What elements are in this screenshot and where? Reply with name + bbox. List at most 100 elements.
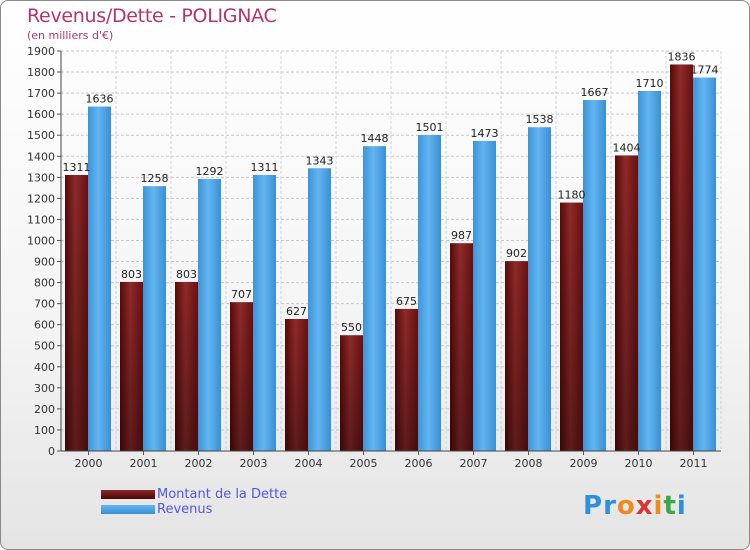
y-tick-label: 1900 (27, 45, 55, 58)
x-tick-label: 2004 (295, 457, 323, 470)
x-tick-label: 2007 (460, 457, 488, 470)
y-tick-label: 1100 (27, 213, 55, 226)
bar-revenus-2005 (363, 146, 386, 451)
chart-subtitle: (en milliers d'€) (27, 29, 114, 42)
x-tick-label: 2010 (625, 457, 653, 470)
data-label-revenus: 1538 (526, 113, 554, 126)
data-label-debt: 1836 (668, 50, 696, 63)
bar-revenus-2007 (473, 140, 496, 452)
bar-debt-shade (230, 302, 253, 451)
y-tick-label: 400 (34, 361, 55, 374)
y-tick-label: 1000 (27, 234, 55, 247)
data-label-revenus: 1473 (471, 127, 499, 140)
x-tick-label: 2008 (515, 457, 543, 470)
logo-letter: o (616, 491, 636, 521)
chart-title: Revenus/Dette - POLIGNAC (27, 5, 277, 27)
axes: 0 100 200 300 400 500 600 700 800 900 1000 1100 1200… (27, 45, 721, 470)
data-label-revenus: 1343 (306, 154, 334, 167)
data-label-revenus: 1636 (86, 93, 114, 106)
data-label-debt: 902 (506, 247, 527, 260)
bar-debt-shade (395, 308, 418, 451)
x-tick-label: 2009 (570, 457, 598, 470)
x-tick-label: 2011 (680, 457, 708, 470)
data-label-debt: 987 (451, 229, 472, 242)
grid (60, 50, 722, 452)
y-tick-label: 1400 (27, 150, 55, 163)
logo-letter: x (635, 491, 654, 521)
y-tick-label: 700 (34, 298, 55, 311)
data-label-revenus: 1667 (581, 86, 609, 99)
y-tick-label: 0 (48, 445, 55, 458)
bar-debt-shade (175, 281, 198, 451)
legend-label-debt: Montant de la Dette (157, 486, 288, 502)
bar-revenus-2008 (528, 127, 551, 452)
bar-revenus-2010 (638, 91, 661, 451)
x-tick-label: 2000 (75, 457, 103, 470)
bar-revenus-2002 (198, 179, 221, 451)
y-tick-label: 900 (34, 256, 55, 269)
y-tick-label: 1200 (27, 192, 55, 205)
bar-revenus-2011 (693, 77, 716, 452)
legend-label-revenus: Revenus (157, 501, 213, 517)
y-tick-label: 1300 (27, 171, 55, 184)
data-label-revenus: 1292 (196, 165, 224, 178)
data-label-revenus: 1710 (636, 77, 664, 90)
x-tick-label: 2001 (130, 457, 158, 470)
x-tick-label: 2002 (185, 457, 213, 470)
y-tick-label: 100 (34, 424, 55, 437)
data-label-debt: 1180 (558, 189, 586, 202)
bar-debt-shade (120, 281, 143, 451)
legend-swatch-debt (101, 489, 155, 499)
legend-item-debt: Montant de la Dette (101, 486, 288, 502)
bar-revenus-2000 (88, 106, 111, 451)
logo-letter: P (583, 491, 604, 521)
bar-revenus-2004 (308, 168, 331, 451)
logo-letter: t (663, 491, 677, 521)
y-tick-label: 1800 (27, 66, 55, 79)
legend-swatch-revenus (101, 504, 155, 514)
logo-letter: i (676, 491, 687, 521)
x-tick-label: 2005 (350, 457, 378, 470)
data-label-revenus: 1774 (691, 64, 719, 77)
bars (65, 64, 716, 452)
legend-item-revenus: Revenus (101, 501, 213, 517)
bar-revenus-2001 (143, 186, 166, 451)
data-label-debt: 803 (176, 268, 197, 281)
bar-debt-shade (505, 261, 528, 451)
bar-debt-shade (340, 335, 363, 451)
logo-letter: i (653, 491, 664, 521)
data-label-revenus: 1311 (251, 161, 279, 174)
data-label-revenus: 1501 (416, 121, 444, 134)
bar-debt-shade (285, 319, 308, 451)
bar-debt-shade (450, 243, 473, 451)
y-tick-label: 300 (34, 382, 55, 395)
y-tick-label: 1600 (27, 108, 55, 121)
bar-debt-shade (670, 64, 693, 451)
data-label-revenus: 1448 (361, 132, 389, 145)
y-tick-label: 600 (34, 319, 55, 332)
bar-revenus-2006 (418, 135, 441, 451)
data-labels: 1311 1636 803 1258 803 1292 707 1311 627 1343 550 1… (63, 50, 719, 334)
bar-debt-shade (615, 155, 638, 451)
logo-letter: r (603, 491, 617, 521)
y-tick-label: 800 (34, 277, 55, 290)
data-label-debt: 803 (121, 268, 142, 281)
bar-debt-shade (560, 202, 583, 451)
data-label-revenus: 1258 (141, 172, 169, 185)
y-tick-label: 1500 (27, 129, 55, 142)
proxiti-logo: Proxiti (583, 491, 687, 521)
x-tick-label: 2003 (240, 457, 268, 470)
data-label-debt: 707 (231, 288, 252, 301)
bar-revenus-2003 (253, 175, 276, 451)
x-tick-label: 2006 (405, 457, 433, 470)
data-label-debt: 1404 (613, 141, 641, 154)
y-tick-label: 200 (34, 403, 55, 416)
bar-debt-shade (65, 175, 88, 451)
data-label-debt: 1311 (63, 161, 91, 174)
data-label-debt: 675 (396, 295, 417, 308)
bar-revenus-2009 (583, 100, 606, 451)
data-label-debt: 627 (286, 305, 307, 318)
data-label-debt: 550 (341, 321, 362, 334)
